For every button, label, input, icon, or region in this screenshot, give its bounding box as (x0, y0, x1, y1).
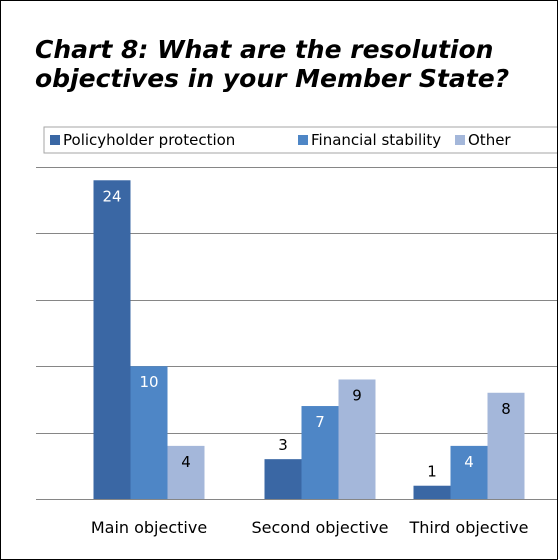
legend-label-2: Other (468, 131, 511, 149)
bar-0-1 (264, 459, 302, 499)
legend-label-0: Policyholder protection (63, 131, 235, 149)
legend-box (43, 126, 557, 154)
bar-0-2 (413, 485, 451, 499)
legend-label-1: Financial stability (311, 131, 441, 149)
data-label-2-0: 4 (181, 453, 191, 471)
chart-title: Chart 8: What are the resolution objecti… (35, 35, 510, 93)
x-tick-label-2: Third objective (409, 518, 529, 537)
bar-1-0 (130, 366, 168, 499)
data-label-2-1: 9 (352, 386, 362, 404)
data-label-2-2: 8 (501, 400, 511, 418)
data-label-0-0: 24 (102, 187, 121, 205)
legend-swatch-1 (298, 135, 308, 145)
bar-1-2 (450, 445, 488, 499)
x-tick-label-1: Second objective (251, 518, 388, 537)
bar-2-1 (338, 379, 376, 499)
data-label-1-2: 4 (464, 453, 474, 471)
bar-1-1 (301, 406, 339, 499)
legend-swatch-2 (455, 135, 465, 145)
x-tick-label-0: Main objective (91, 518, 207, 537)
bar-2-2 (487, 392, 525, 499)
data-label-0-2: 1 (427, 463, 437, 481)
data-label-1-0: 10 (139, 373, 158, 391)
bar-2-0 (167, 445, 205, 499)
data-label-1-1: 7 (315, 413, 325, 431)
bar-0-0 (93, 180, 131, 499)
data-label-0-1: 3 (278, 436, 288, 454)
legend-swatch-0 (50, 135, 60, 145)
